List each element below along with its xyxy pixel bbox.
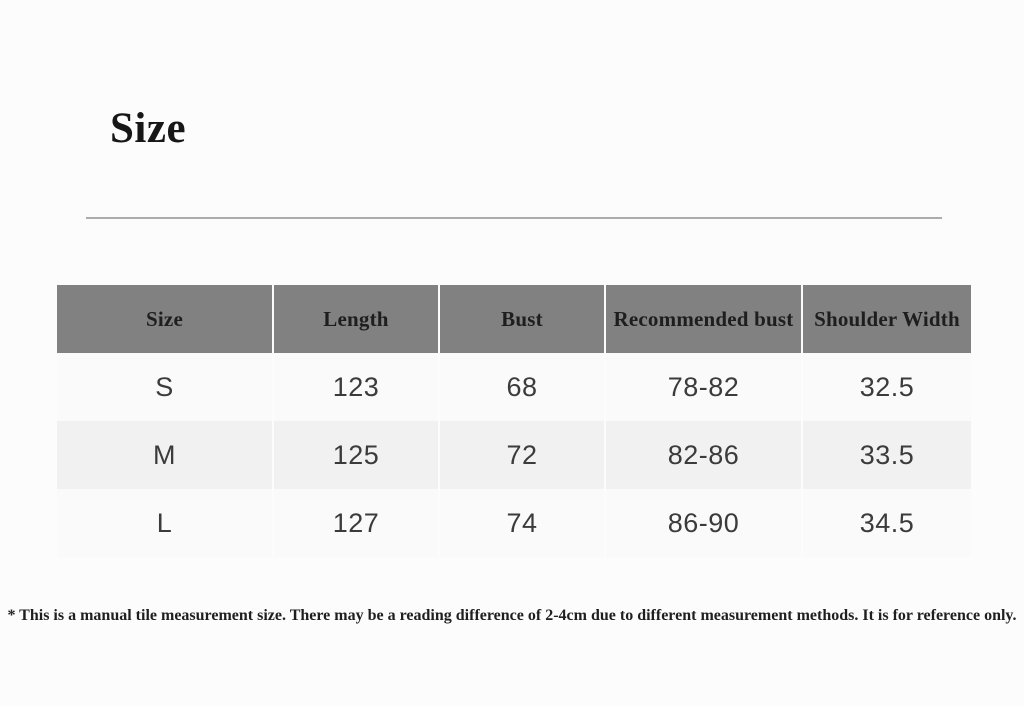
header-cell-bust: Bust (440, 285, 604, 353)
table-row-m: M 125 72 82-86 33.5 (57, 421, 971, 489)
header-cell-recommended-bust: Recommended bust (606, 285, 801, 353)
size-table: Size Length Bust Recommended bust Should… (57, 285, 971, 557)
size-table-header-row: Size Length Bust Recommended bust Should… (57, 285, 971, 353)
table-row-s: S 123 68 78-82 32.5 (57, 353, 971, 421)
cell-m-bust: 72 (440, 421, 604, 489)
cell-s-recommended-bust: 78-82 (606, 353, 801, 421)
measurement-disclaimer: * This is a manual tile measurement size… (7, 607, 1017, 624)
header-cell-size: Size (57, 285, 272, 353)
title-divider (86, 217, 942, 219)
cell-m-length: 125 (274, 421, 438, 489)
cell-l-size: L (57, 489, 272, 557)
header-cell-shoulder-width: Shoulder Width (803, 285, 971, 353)
cell-l-recommended-bust: 86-90 (606, 489, 801, 557)
cell-l-bust: 74 (440, 489, 604, 557)
cell-s-size: S (57, 353, 272, 421)
cell-s-shoulder-width: 32.5 (803, 353, 971, 421)
cell-l-length: 127 (274, 489, 438, 557)
cell-s-length: 123 (274, 353, 438, 421)
cell-m-shoulder-width: 33.5 (803, 421, 971, 489)
cell-s-bust: 68 (440, 353, 604, 421)
page-title: Size (110, 105, 187, 152)
cell-m-size: M (57, 421, 272, 489)
header-cell-length: Length (274, 285, 438, 353)
table-row-l: L 127 74 86-90 34.5 (57, 489, 971, 557)
cell-m-recommended-bust: 82-86 (606, 421, 801, 489)
cell-l-shoulder-width: 34.5 (803, 489, 971, 557)
